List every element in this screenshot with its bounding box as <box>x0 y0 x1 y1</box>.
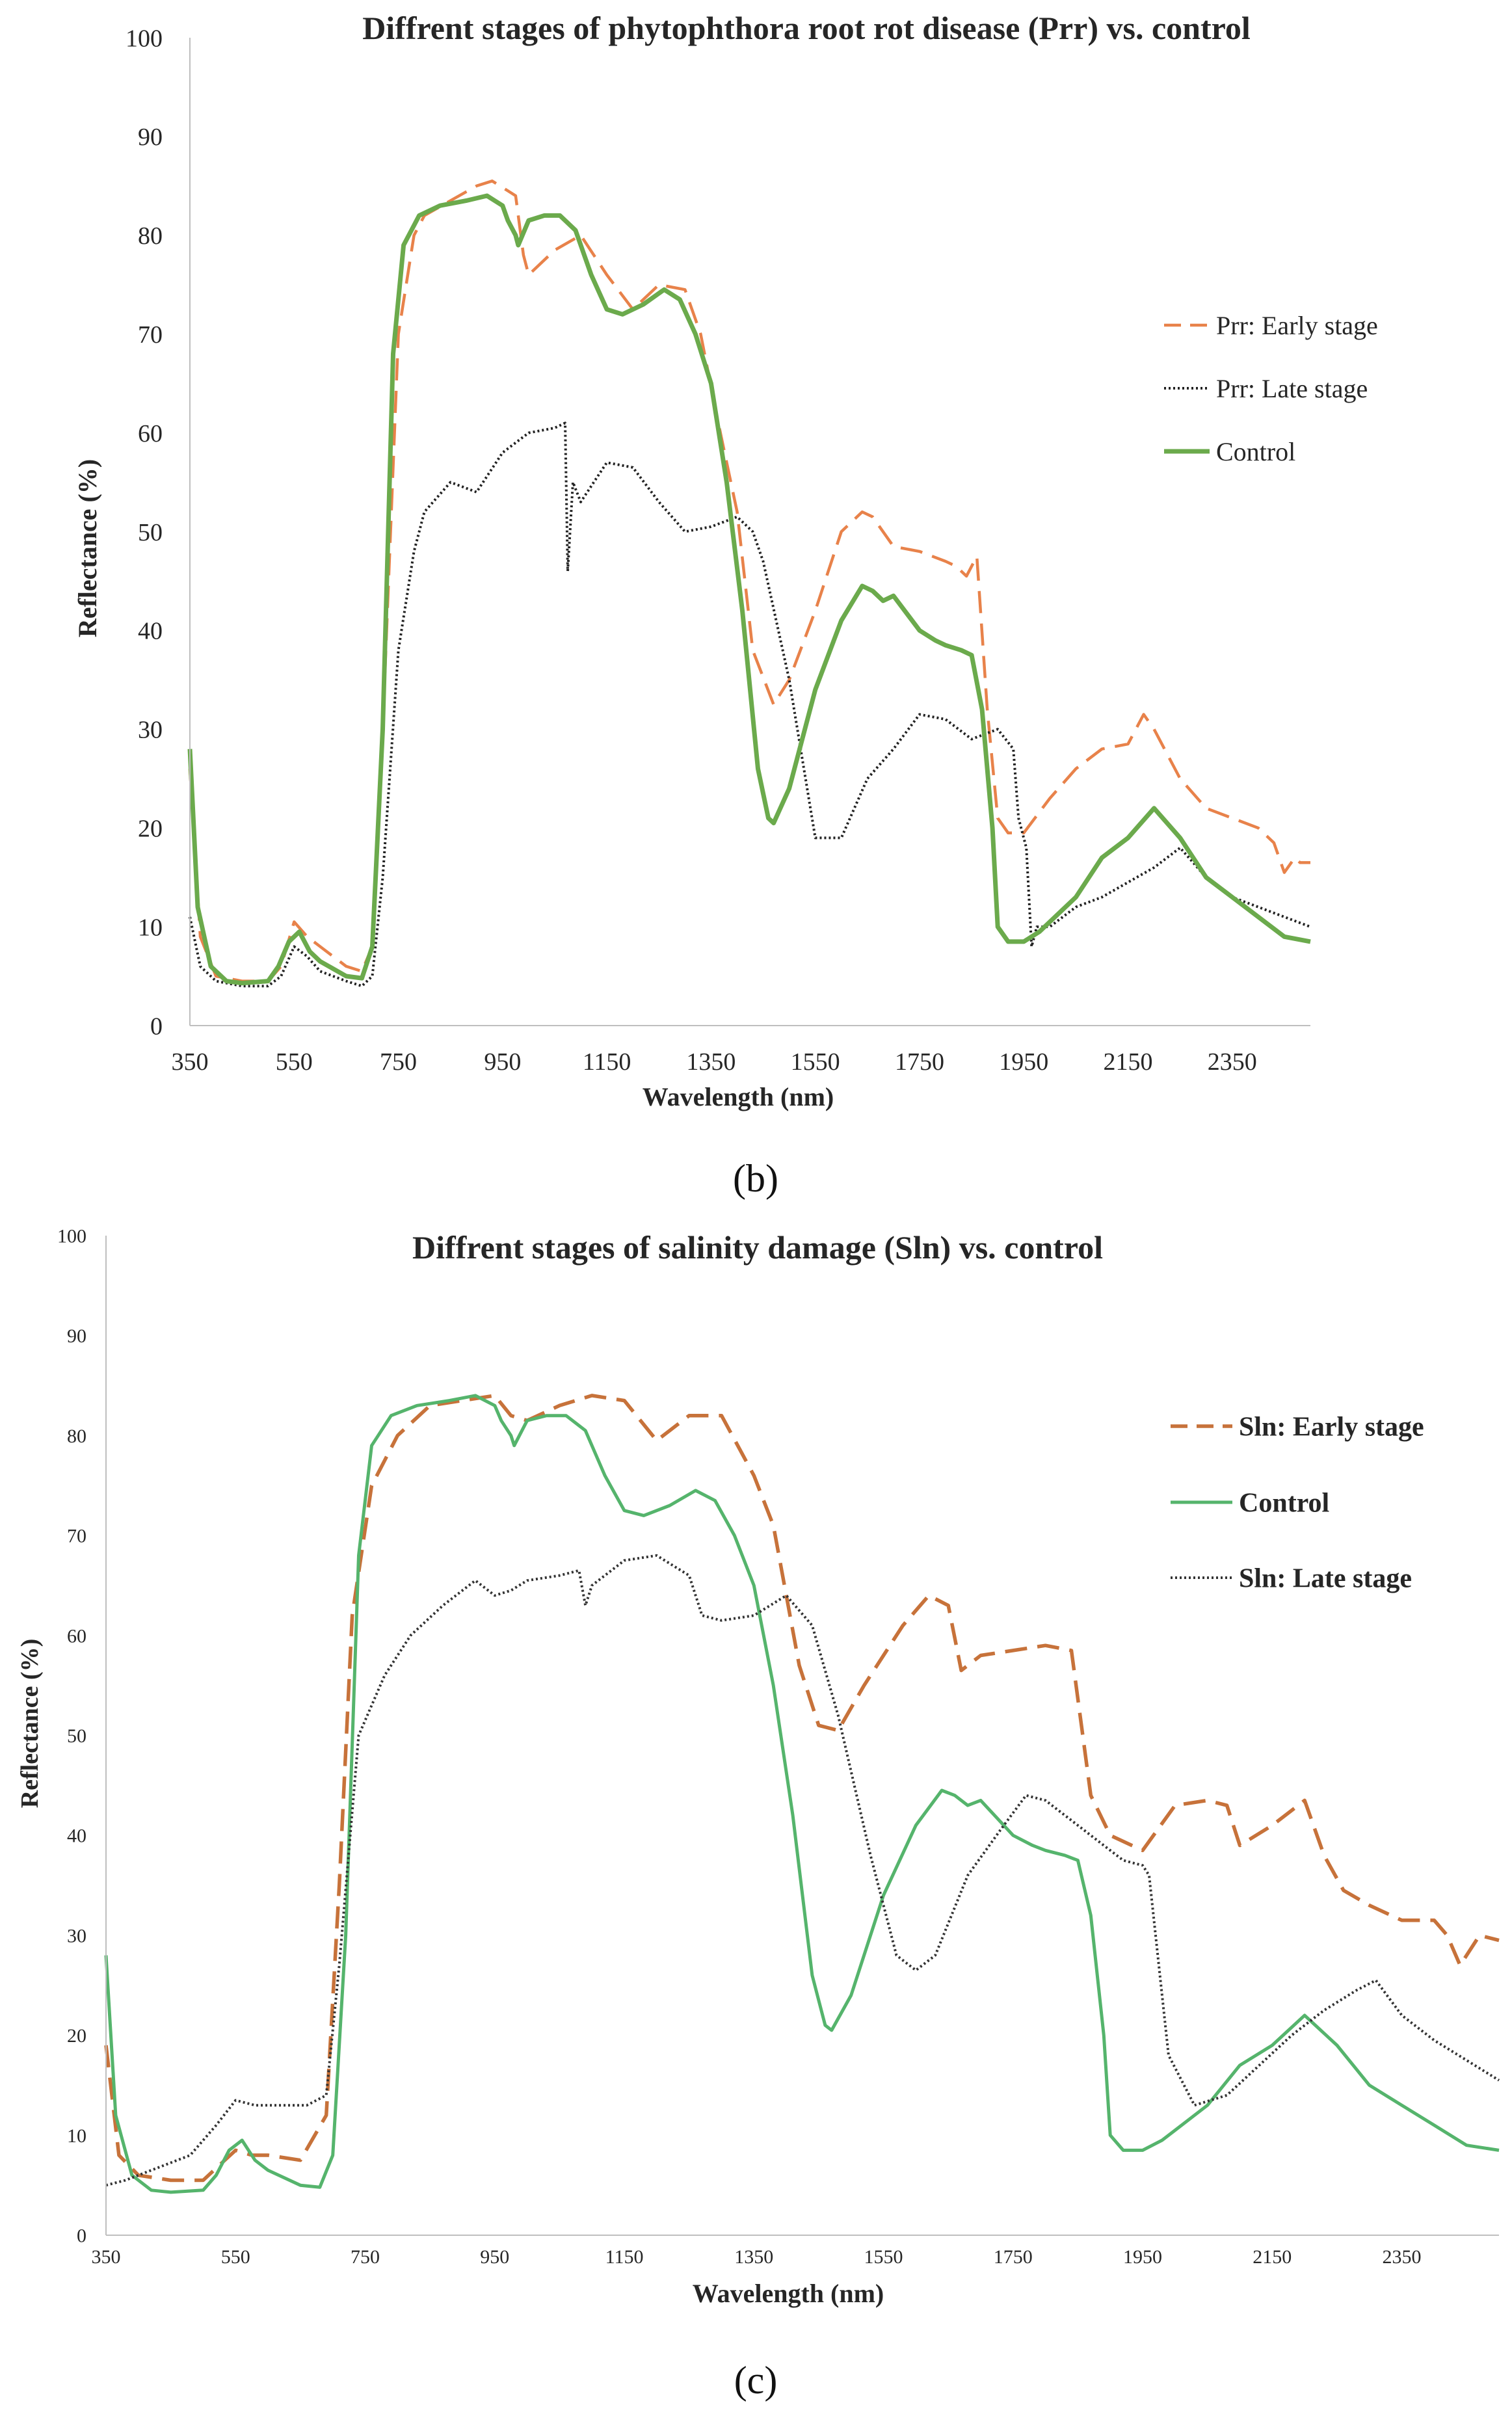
x-axis-label: Wavelength (nm) <box>643 1082 834 1111</box>
x-tick-label: 950 <box>480 2246 509 2268</box>
chart-panel-prr: Diffrent stages of phytophthora root rot… <box>73 10 1378 1200</box>
legend-label: Prr: Early stage <box>1216 311 1378 340</box>
y-tick-label: 20 <box>138 816 163 843</box>
x-axis-ticks: 350 550 750 950 1150 1350 1550 1750 1950 2150 2350 <box>92 2246 1422 2268</box>
y-tick-label: 40 <box>138 618 163 645</box>
y-axis-label: Reflectance (%) <box>16 1639 44 1809</box>
x-tick-label: 750 <box>380 1048 417 1076</box>
y-tick-label: 30 <box>67 1925 86 1946</box>
x-tick-label: 550 <box>221 2246 250 2268</box>
y-axis-label: Reflectance (%) <box>73 459 102 637</box>
y-tick-label: 70 <box>67 1526 86 1547</box>
y-axis-ticks: 0 10 20 30 40 50 60 70 80 90 100 <box>126 25 163 1040</box>
y-tick-label: 80 <box>67 1426 86 1447</box>
y-tick-label: 20 <box>67 2025 86 2047</box>
x-tick-label: 350 <box>172 1048 209 1076</box>
y-tick-label: 30 <box>138 717 163 744</box>
x-tick-label: 1550 <box>791 1048 840 1076</box>
x-tick-label: 350 <box>92 2246 121 2268</box>
y-tick-label: 100 <box>126 25 163 52</box>
x-tick-label: 2350 <box>1383 2246 1422 2268</box>
panel-label-c: (c) <box>734 2359 778 2402</box>
x-axis-label: Wavelength (nm) <box>693 2279 884 2308</box>
x-tick-label: 1150 <box>605 2246 644 2268</box>
x-tick-label: 2150 <box>1104 1048 1153 1076</box>
x-tick-label: 2350 <box>1208 1048 1257 1076</box>
legend-label: Sln: Early stage <box>1239 1413 1424 1442</box>
series-line-control <box>187 193 1311 986</box>
y-tick-label: 10 <box>67 2125 86 2147</box>
y-tick-label: 40 <box>67 1825 86 1847</box>
x-tick-label: 950 <box>484 1048 521 1076</box>
y-tick-label: 90 <box>67 1325 86 1347</box>
series-lines <box>187 179 1311 988</box>
y-tick-label: 100 <box>57 1226 86 1247</box>
x-tick-label: 1350 <box>686 1048 736 1076</box>
chart-panel-sln: Diffrent stages of salinity damage (Sln)… <box>16 1226 1500 2402</box>
legend: Sln: Early stage Control Sln: Late stage <box>1171 1413 1424 1594</box>
x-tick-label: 1350 <box>734 2246 773 2268</box>
y-tick-label: 0 <box>150 1013 163 1040</box>
chart-title: Diffrent stages of phytophthora root rot… <box>362 10 1251 46</box>
x-tick-label: 2150 <box>1253 2246 1292 2268</box>
legend: Prr: Early stage Prr: Late stage Control <box>1164 311 1378 466</box>
x-axis-ticks: 350 550 750 950 1150 1350 1550 1750 1950 2150 2350 <box>172 1048 1257 1076</box>
x-tick-label: 1950 <box>1123 2246 1162 2268</box>
x-tick-label: 1950 <box>999 1048 1048 1076</box>
x-tick-label: 1550 <box>864 2246 903 2268</box>
y-tick-label: 60 <box>67 1625 86 1647</box>
x-tick-label: 550 <box>276 1048 313 1076</box>
legend-label: Sln: Late stage <box>1239 1564 1412 1594</box>
y-tick-label: 80 <box>138 222 163 250</box>
legend-label: Prr: Late stage <box>1216 374 1368 403</box>
series-lines <box>104 1394 1500 2194</box>
y-tick-label: 60 <box>138 420 163 447</box>
y-tick-label: 70 <box>138 321 163 349</box>
y-axis-ticks: 0 10 20 30 40 50 60 70 80 90 100 <box>57 1226 86 2247</box>
x-tick-label: 1750 <box>895 1048 944 1076</box>
panel-label-b: (b) <box>733 1157 778 1200</box>
y-tick-label: 50 <box>67 1725 86 1747</box>
chart-title: Diffrent stages of salinity damage (Sln)… <box>412 1229 1103 1266</box>
legend-label: Control <box>1239 1489 1329 1519</box>
y-tick-label: 10 <box>138 914 163 941</box>
y-tick-label: 50 <box>138 519 163 546</box>
series-line-control <box>104 1394 1500 2194</box>
x-tick-label: 1150 <box>583 1048 631 1076</box>
legend-label: Control <box>1216 437 1295 466</box>
x-tick-label: 1750 <box>994 2246 1033 2268</box>
y-tick-label: 0 <box>77 2225 86 2247</box>
x-tick-label: 750 <box>351 2246 380 2268</box>
series-line-sln-early-stage <box>104 1394 1500 2183</box>
series-line-sln-late-stage <box>105 1554 1500 2187</box>
y-tick-label: 90 <box>138 124 163 151</box>
series-line-prr-early-stage <box>188 179 1310 983</box>
